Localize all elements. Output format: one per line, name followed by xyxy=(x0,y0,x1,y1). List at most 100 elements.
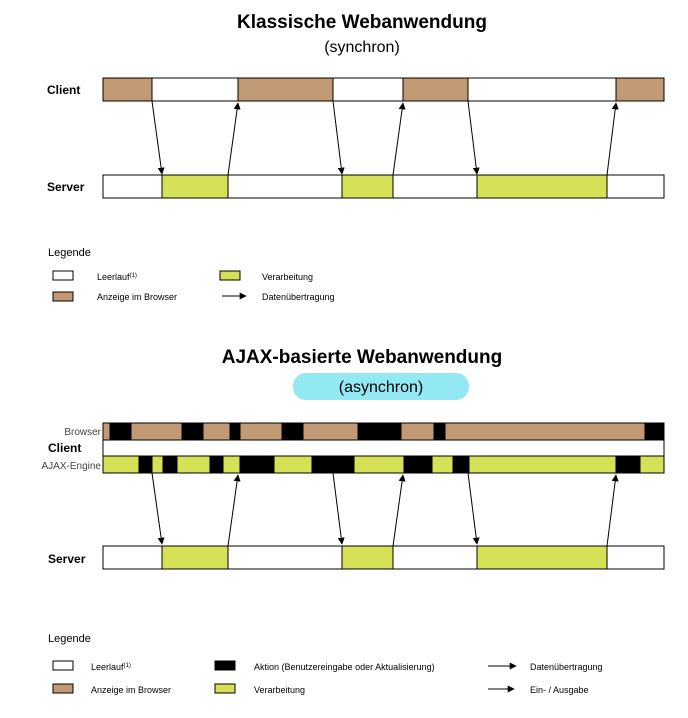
legend-processing-label: Verarbeitung xyxy=(254,685,305,695)
sync-arrows xyxy=(151,100,619,176)
ajax-engine-segment-action xyxy=(615,455,641,474)
ajax-engine-segment-processing xyxy=(222,455,241,474)
sync-server-segment-idle xyxy=(227,174,343,199)
ajax-client-segment-idle xyxy=(102,439,665,457)
ajax-legend-title: Legende xyxy=(48,633,91,645)
sync-server-label: Server xyxy=(47,180,85,194)
ajax-engine-segment-action xyxy=(162,455,178,474)
legend-swatch-display xyxy=(52,683,74,694)
ajax-server-segment-idle xyxy=(606,545,665,570)
ajax-engine-segment-processing xyxy=(639,455,665,474)
sync-section: Klassische Webanwendung (synchron) Clien… xyxy=(47,12,665,302)
sync-server-segment-idle xyxy=(392,174,478,199)
ajax-engine-segment-action xyxy=(452,455,470,474)
sync-server-segment-processing xyxy=(341,174,394,199)
ajax-server-segment-idle xyxy=(102,545,163,570)
ajax-transfer-arrow xyxy=(467,472,480,545)
ajax-browser-segment-display xyxy=(239,422,283,441)
ajax-engine-segment-action xyxy=(209,455,224,474)
ajax-engine-label: AJAX-Engine xyxy=(42,461,102,472)
ajax-server-timeline xyxy=(102,545,665,570)
ajax-engine-segment-action xyxy=(239,455,275,474)
ajax-engine-segment-action xyxy=(403,455,433,474)
sync-legend-title: Legende xyxy=(48,247,91,259)
sync-client-segment-idle xyxy=(151,77,239,102)
ajax-engine-segment-processing xyxy=(176,455,211,474)
ajax-engine-segment-processing xyxy=(151,455,164,474)
ajax-browser-segment-action xyxy=(357,422,402,441)
ajax-browser-segment-display xyxy=(400,422,435,441)
legend-swatch-processing xyxy=(219,270,241,281)
ajax-subtitle-highlight xyxy=(293,373,469,400)
sync-transfer-arrow xyxy=(332,100,345,175)
sync-transfer-arrow xyxy=(467,100,480,175)
ajax-browser-segment-display xyxy=(102,422,111,441)
legend-swatch-processing xyxy=(214,683,236,694)
ajax-legend: Legende Leerlauf(1) Anzeige im Browser A… xyxy=(48,633,603,695)
sync-client-segment-display xyxy=(402,77,469,102)
legend-action-label: Aktion (Benutzereingabe oder Aktualisier… xyxy=(254,662,435,672)
ajax-engine-segment-processing xyxy=(468,455,617,474)
legend-swatch-action xyxy=(214,660,236,671)
sync-client-segment-display xyxy=(237,77,334,102)
sync-transfer-arrow xyxy=(392,102,406,176)
sync-transfer-arrow xyxy=(227,102,241,176)
ajax-title: AJAX-basierte Webanwendung xyxy=(222,347,502,368)
ajax-browser-segment-display xyxy=(202,422,231,441)
legend-transfer-label: Datenübertragung xyxy=(262,292,335,302)
sync-legend: Legende Leerlauf(1) Anzeige im Browser V… xyxy=(48,247,335,302)
ajax-engine-segment-action xyxy=(138,455,153,474)
ajax-transfer-arrow xyxy=(332,472,345,545)
sync-server-timeline xyxy=(102,174,665,199)
sync-server-segment-idle xyxy=(606,174,665,199)
sync-client-timeline xyxy=(102,77,665,102)
ajax-transfer-arrow xyxy=(392,474,406,547)
ajax-browser-segment-action xyxy=(281,422,304,441)
legend-swatch-idle xyxy=(52,270,74,281)
ajax-browser-segment-action xyxy=(644,422,665,441)
ajax-subtitle: (asynchron) xyxy=(339,379,423,396)
ajax-engine-timeline xyxy=(102,455,665,474)
sync-client-label: Client xyxy=(47,83,80,97)
legend-display-label: Anzeige im Browser xyxy=(97,292,177,302)
ajax-server-segment-processing xyxy=(476,545,608,570)
ajax-browser-segment-action xyxy=(181,422,204,441)
sync-server-segment-idle xyxy=(102,174,163,199)
legend-idle-label: Leerlauf(1) xyxy=(91,662,131,672)
ajax-transfer-arrow xyxy=(151,472,165,545)
ajax-arrows xyxy=(151,472,619,547)
ajax-browser-segment-action xyxy=(109,422,132,441)
legend-display-label: Anzeige im Browser xyxy=(91,685,171,695)
ajax-server-segment-idle xyxy=(227,545,343,570)
sync-client-segment-display xyxy=(102,77,153,102)
ajax-server-segment-idle xyxy=(392,545,478,570)
ajax-browser-segment-display xyxy=(130,422,183,441)
ajax-section: AJAX-basierte Webanwendung (asynchron) B… xyxy=(42,347,665,695)
sync-client-segment-idle xyxy=(467,77,617,102)
sync-subtitle: (synchron) xyxy=(324,39,400,56)
ajax-browser-segment-display xyxy=(444,422,646,441)
legend-transfer-label: Datenübertragung xyxy=(530,662,603,672)
ajax-client-timeline xyxy=(102,439,665,457)
sync-client-segment-idle xyxy=(332,77,404,102)
ajax-engine-segment-action xyxy=(311,455,355,474)
legend-idle-label: Leerlauf(1) xyxy=(97,272,137,282)
ajax-engine-segment-processing xyxy=(273,455,313,474)
sync-server-segment-processing xyxy=(476,174,608,199)
ajax-transfer-arrow xyxy=(606,474,619,547)
legend-swatch-idle xyxy=(52,660,74,671)
ajax-engine-segment-processing xyxy=(353,455,405,474)
legend-io-label: Ein- / Ausgabe xyxy=(530,685,589,695)
ajax-browser-timeline xyxy=(102,422,665,441)
ajax-engine-segment-processing xyxy=(431,455,454,474)
ajax-browser-segment-display xyxy=(302,422,359,441)
ajax-browser-segment-action xyxy=(229,422,241,441)
sync-client-segment-display xyxy=(615,77,665,102)
ajax-engine-segment-processing xyxy=(102,455,140,474)
legend-swatch-display xyxy=(52,291,74,302)
ajax-server-segment-processing xyxy=(341,545,394,570)
ajax-transfer-arrow xyxy=(227,474,241,547)
ajax-browser-segment-action xyxy=(433,422,446,441)
ajax-server-label: Server xyxy=(48,552,86,566)
